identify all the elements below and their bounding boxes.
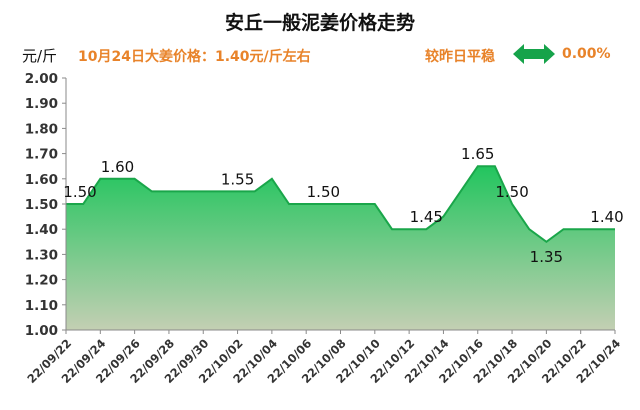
data-label: 1.45 [410, 208, 443, 226]
data-label: 1.65 [461, 145, 494, 163]
trend-text: 较昨日平稳 [425, 49, 495, 65]
data-label: 1.60 [101, 158, 134, 176]
y-unit-label: 元/斤 [22, 47, 58, 65]
trend-percent: 0.00% [562, 46, 611, 62]
y-tick-label: 1.70 [25, 147, 58, 163]
double-arrow-icon [513, 44, 555, 64]
page-title: 安丘一般泥姜价格走势 [224, 12, 415, 34]
data-label: 1.50 [307, 183, 340, 201]
price-line [66, 165, 615, 244]
y-tick-label: 1.50 [25, 197, 58, 213]
y-tick-label: 1.60 [25, 172, 58, 188]
y-tick-label: 1.30 [25, 247, 58, 263]
y-tick-label: 1.10 [25, 298, 58, 314]
y-tick-label: 1.80 [25, 121, 58, 137]
y-tick-label: 1.40 [25, 222, 58, 238]
data-label: 1.35 [530, 248, 563, 266]
data-label: 1.55 [221, 170, 254, 188]
price-area [66, 166, 615, 330]
data-label: 1.50 [63, 183, 96, 201]
y-tick-label: 1.00 [25, 323, 58, 339]
price-note: 10月24日大姜价格：1.40元/斤左右 [78, 49, 311, 65]
y-tick-label: 1.90 [25, 96, 58, 112]
y-grid-ticks [62, 77, 616, 334]
y-tick-label: 1.20 [25, 273, 58, 289]
data-label: 1.40 [590, 208, 623, 226]
y-tick-label: 2.00 [25, 71, 58, 87]
data-label: 1.50 [495, 183, 528, 201]
